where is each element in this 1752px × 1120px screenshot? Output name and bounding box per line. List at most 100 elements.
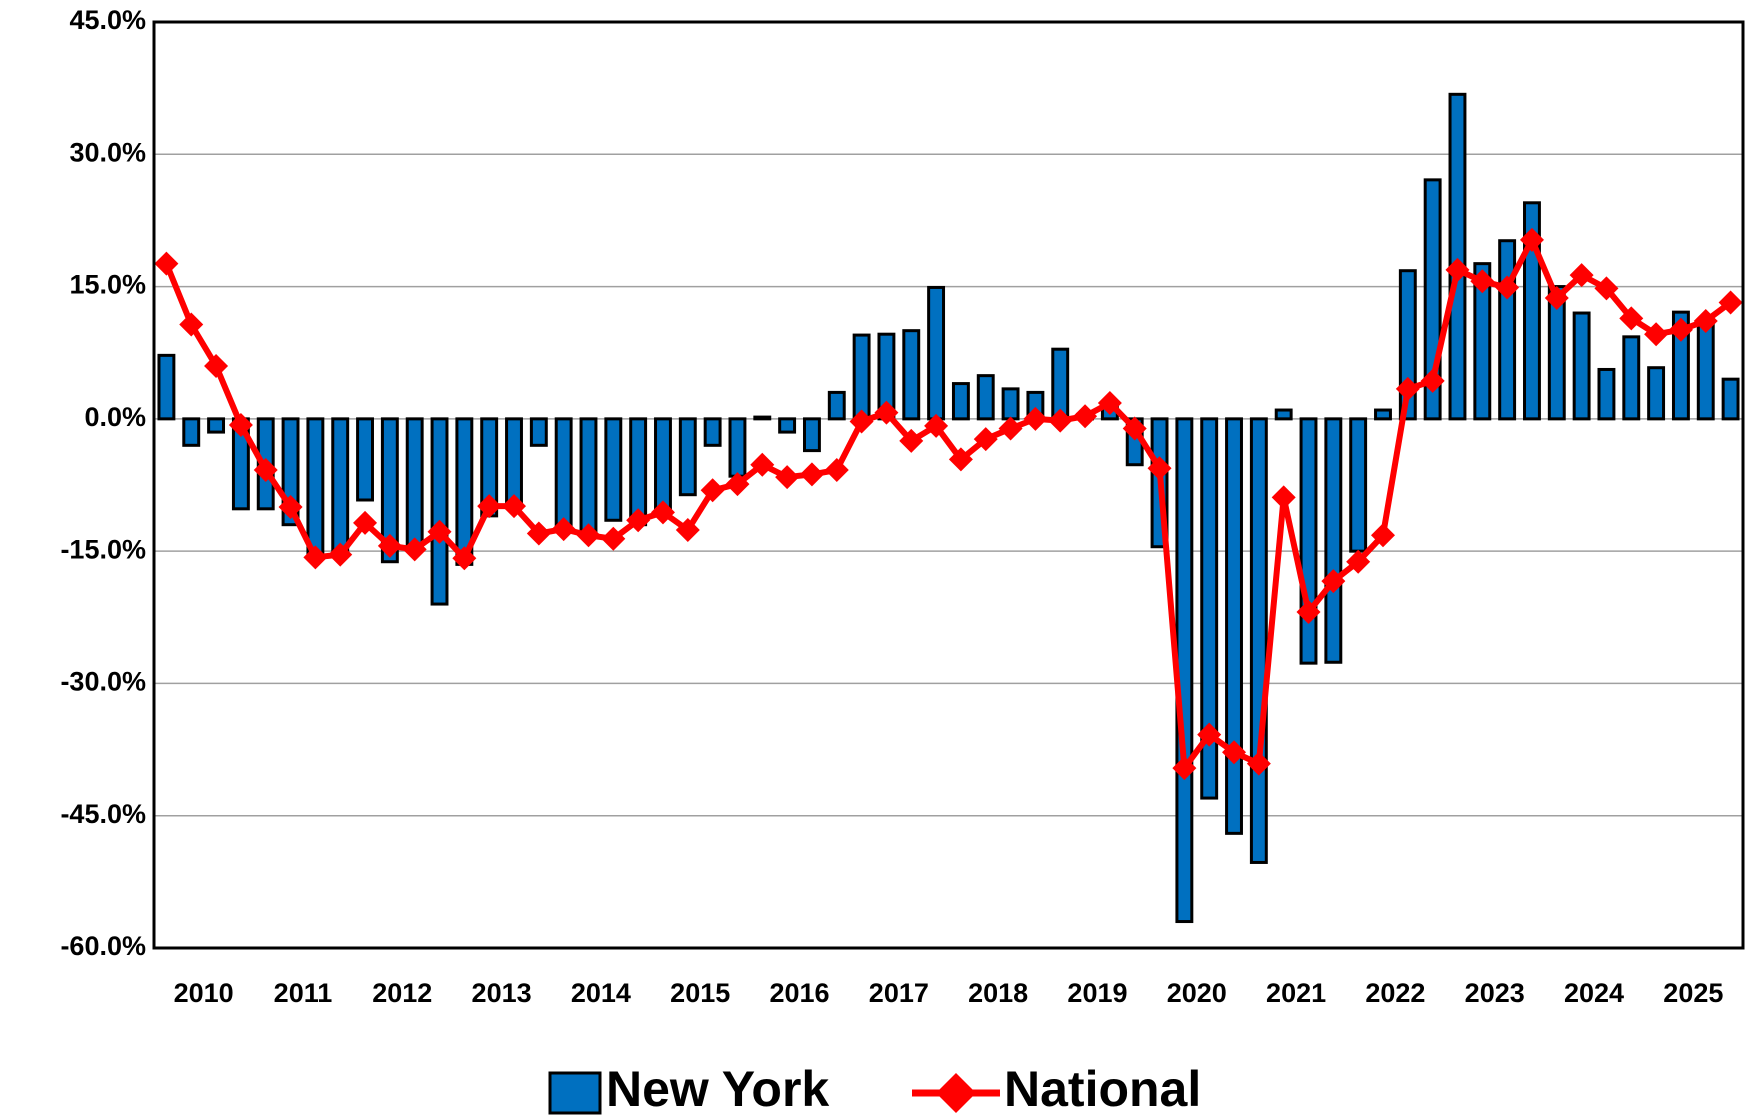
marker bbox=[1321, 569, 1346, 594]
bar bbox=[802, 417, 821, 453]
marker bbox=[899, 428, 924, 453]
x-tick-label: 2016 bbox=[769, 978, 829, 1008]
legend-label: New York bbox=[606, 1061, 829, 1117]
y-tick-label: 0.0% bbox=[84, 402, 146, 432]
bar bbox=[554, 417, 573, 527]
bar bbox=[902, 329, 921, 421]
x-tick-label: 2024 bbox=[1564, 978, 1624, 1008]
marker bbox=[1569, 263, 1594, 288]
marker bbox=[1495, 275, 1520, 300]
bar bbox=[1597, 367, 1616, 421]
marker bbox=[1693, 308, 1718, 333]
marker bbox=[1147, 456, 1172, 481]
marker bbox=[228, 413, 253, 438]
bar bbox=[1200, 417, 1219, 800]
marker bbox=[427, 519, 452, 544]
x-tick-label: 2017 bbox=[869, 978, 929, 1008]
x-tick-label: 2012 bbox=[372, 978, 432, 1008]
marker bbox=[278, 495, 303, 520]
bar bbox=[1225, 417, 1243, 835]
bar bbox=[1572, 311, 1591, 421]
marker bbox=[551, 517, 576, 542]
x-tick-label: 2018 bbox=[968, 978, 1028, 1008]
legend-label: National bbox=[1004, 1061, 1201, 1117]
marker bbox=[700, 478, 725, 503]
bar bbox=[1473, 262, 1492, 421]
marker bbox=[973, 427, 998, 452]
bar bbox=[1299, 417, 1318, 665]
marker bbox=[1246, 751, 1271, 776]
bar bbox=[728, 417, 747, 478]
bar bbox=[1274, 408, 1293, 421]
x-tick-label: 2020 bbox=[1167, 978, 1227, 1008]
marker bbox=[526, 521, 551, 546]
marker bbox=[1172, 756, 1197, 781]
bar bbox=[1647, 366, 1666, 421]
marker bbox=[775, 465, 800, 490]
bar bbox=[827, 390, 846, 421]
marker bbox=[626, 508, 651, 533]
bar bbox=[157, 353, 176, 421]
bar bbox=[1523, 201, 1541, 421]
legend-marker bbox=[936, 1073, 976, 1113]
bar bbox=[1051, 347, 1070, 421]
marker bbox=[849, 409, 874, 434]
marker bbox=[328, 542, 353, 567]
marker bbox=[576, 523, 601, 548]
marker bbox=[1023, 406, 1048, 431]
bar bbox=[529, 417, 548, 447]
marker bbox=[725, 472, 750, 497]
y-tick-label: -60.0% bbox=[60, 931, 146, 961]
bar bbox=[976, 374, 995, 421]
y-tick-label: -45.0% bbox=[60, 799, 146, 829]
marker bbox=[1222, 740, 1247, 765]
x-tick-label: 2013 bbox=[472, 978, 532, 1008]
marker bbox=[1048, 408, 1073, 433]
bar bbox=[207, 417, 226, 434]
marker bbox=[452, 546, 477, 571]
y-tick-label: -15.0% bbox=[60, 534, 146, 564]
marker bbox=[477, 494, 502, 519]
marker bbox=[1370, 523, 1395, 548]
x-tick-label: 2019 bbox=[1067, 978, 1127, 1008]
x-tick-label: 2022 bbox=[1365, 978, 1425, 1008]
bar bbox=[927, 285, 946, 421]
marker bbox=[179, 312, 204, 337]
x-tick-label: 2025 bbox=[1663, 978, 1723, 1008]
plot-frame bbox=[152, 20, 1745, 950]
bar bbox=[430, 417, 449, 606]
marker bbox=[924, 413, 949, 438]
marker bbox=[1296, 599, 1321, 624]
bar bbox=[753, 415, 772, 421]
marker bbox=[601, 526, 626, 551]
marker bbox=[1544, 286, 1569, 311]
bar bbox=[678, 417, 697, 497]
marker bbox=[1395, 376, 1420, 401]
marker bbox=[1097, 390, 1122, 415]
y-tick-label: 30.0% bbox=[69, 137, 146, 167]
bar bbox=[579, 417, 598, 536]
bar bbox=[1622, 335, 1641, 421]
bar bbox=[1671, 310, 1690, 421]
marker bbox=[1668, 317, 1693, 342]
bar bbox=[1448, 92, 1467, 421]
bar bbox=[331, 417, 350, 553]
bar bbox=[1498, 239, 1517, 421]
bar bbox=[1349, 417, 1368, 553]
marker bbox=[650, 500, 675, 525]
marker bbox=[377, 533, 402, 558]
marker bbox=[998, 416, 1023, 441]
bar bbox=[1374, 408, 1392, 421]
bar bbox=[1324, 417, 1343, 664]
bar bbox=[1249, 417, 1268, 864]
marker bbox=[1346, 549, 1371, 574]
marker bbox=[1122, 416, 1147, 441]
marker bbox=[353, 510, 378, 535]
bar bbox=[1721, 377, 1740, 421]
marker bbox=[1197, 722, 1222, 747]
bar bbox=[1001, 387, 1020, 421]
bar bbox=[951, 382, 970, 421]
bar bbox=[306, 417, 325, 558]
bar bbox=[505, 417, 523, 509]
marker bbox=[1470, 269, 1495, 294]
